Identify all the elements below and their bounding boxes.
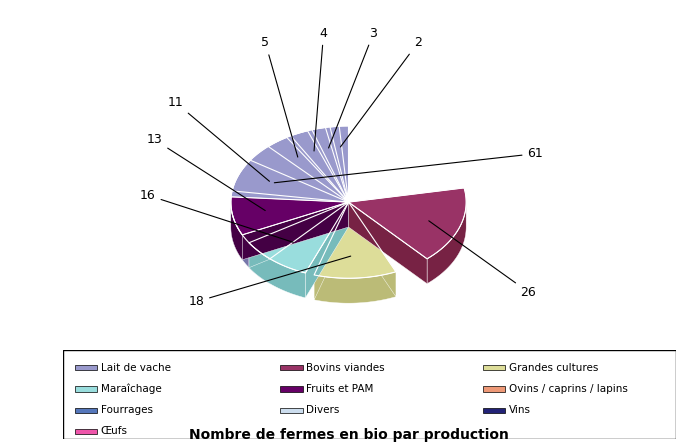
Polygon shape: [312, 128, 348, 202]
Text: 26: 26: [429, 221, 537, 299]
Polygon shape: [231, 126, 348, 259]
Polygon shape: [348, 202, 396, 297]
Text: Bovins viandes: Bovins viandes: [306, 363, 385, 373]
Polygon shape: [291, 131, 348, 202]
Polygon shape: [314, 272, 396, 303]
Bar: [483, 365, 505, 370]
Bar: [280, 386, 302, 392]
Bar: [75, 365, 97, 370]
Polygon shape: [243, 202, 348, 260]
Text: Œufs: Œufs: [101, 427, 128, 436]
Text: Ovins / caprins / lapins: Ovins / caprins / lapins: [509, 384, 627, 394]
Text: 2: 2: [340, 36, 422, 147]
Bar: [75, 386, 97, 392]
Bar: [75, 408, 97, 413]
Polygon shape: [249, 202, 348, 273]
Polygon shape: [330, 126, 348, 202]
Polygon shape: [314, 202, 396, 278]
Polygon shape: [268, 137, 348, 202]
Text: 5: 5: [261, 36, 298, 157]
Polygon shape: [249, 243, 305, 298]
Text: Divers: Divers: [306, 405, 339, 415]
Text: 11: 11: [167, 96, 270, 181]
Polygon shape: [314, 202, 348, 300]
Text: Lait de vache: Lait de vache: [101, 363, 171, 373]
Text: 13: 13: [147, 133, 266, 210]
Polygon shape: [232, 160, 348, 202]
Polygon shape: [270, 202, 348, 284]
Text: Maraîchage: Maraîchage: [101, 384, 162, 394]
Text: 4: 4: [314, 27, 328, 151]
Bar: [483, 408, 505, 413]
Text: Fruits et PAM: Fruits et PAM: [306, 384, 374, 394]
Text: 61: 61: [275, 147, 543, 183]
Text: 3: 3: [328, 27, 377, 148]
Bar: [75, 429, 97, 434]
Polygon shape: [249, 202, 348, 268]
Text: 18: 18: [188, 256, 351, 308]
Text: Nombre de fermes en bio par production: Nombre de fermes en bio par production: [189, 428, 508, 442]
Text: Vins: Vins: [509, 405, 530, 415]
Bar: [280, 408, 302, 413]
Text: Fourrages: Fourrages: [101, 405, 153, 415]
Text: 16: 16: [140, 189, 293, 242]
Polygon shape: [305, 202, 348, 298]
Polygon shape: [231, 202, 243, 260]
Polygon shape: [231, 202, 270, 284]
Bar: [483, 386, 505, 392]
Polygon shape: [427, 202, 466, 284]
Polygon shape: [348, 188, 466, 259]
Polygon shape: [231, 197, 348, 235]
Text: Grandes cultures: Grandes cultures: [509, 363, 598, 373]
Polygon shape: [348, 202, 427, 284]
Bar: [280, 365, 302, 370]
FancyBboxPatch shape: [63, 350, 676, 439]
